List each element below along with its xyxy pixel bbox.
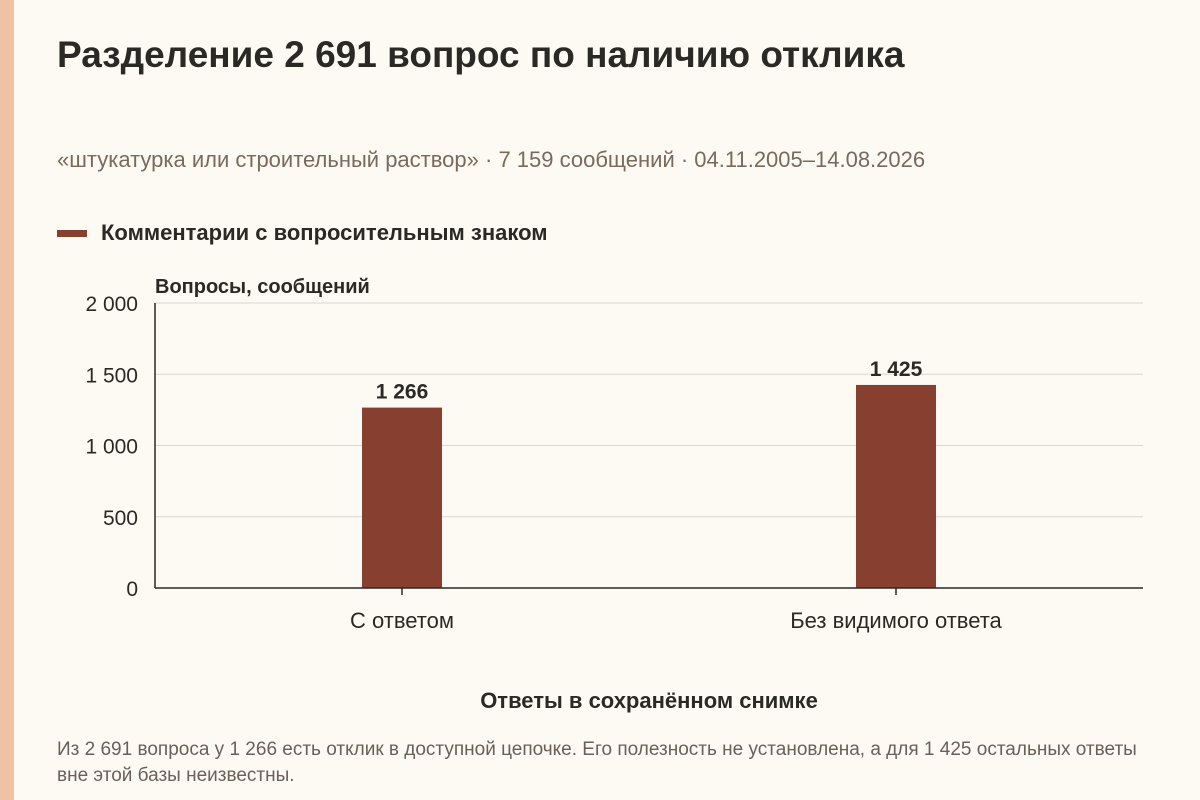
chart-subtitle: «штукатурка или строительный раствор» · …	[57, 147, 926, 172]
x-axis-label: Ответы в сохранённом снимке	[480, 688, 818, 713]
grid-lines	[155, 302, 1143, 518]
bar	[856, 384, 936, 588]
bar-data-label: 1 266	[376, 381, 429, 404]
bar	[362, 407, 442, 588]
chart-title: Разделение 2 691 вопрос по наличию откли…	[57, 34, 905, 75]
accent-strip	[0, 0, 14, 800]
y-tick-label: 1 500	[85, 364, 138, 387]
legend: Комментарии с вопросительным знаком	[57, 220, 548, 246]
bar-data-label: 1 425	[870, 358, 923, 381]
y-tick-label: 2 000	[85, 293, 138, 316]
y-tick-label: 1 000	[85, 436, 138, 459]
legend-swatch	[57, 229, 87, 237]
x-tick-label: С ответом	[350, 608, 454, 633]
y-tick-label: 0	[126, 578, 138, 601]
x-tick-label: Без видимого ответа	[790, 608, 1002, 633]
axes: 0 500 1 000 1 500 2 000 С ответом Без видимого…	[85, 293, 1143, 633]
footnote: Из 2 691 вопроса у 1 266 есть отклик в д…	[57, 739, 1137, 786]
legend-label: Комментарии с вопросительным знаком	[101, 220, 548, 245]
bars: 1 266 1 425	[362, 358, 936, 588]
y-tick-label: 500	[103, 507, 138, 530]
y-axis-label: Вопросы, сообщений	[155, 276, 370, 298]
